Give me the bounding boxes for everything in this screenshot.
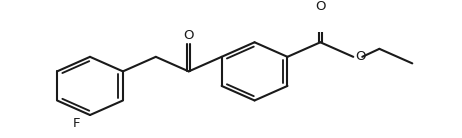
Text: O: O [183,29,194,42]
Text: O: O [355,50,366,63]
Text: F: F [72,117,80,130]
Text: O: O [315,0,326,13]
